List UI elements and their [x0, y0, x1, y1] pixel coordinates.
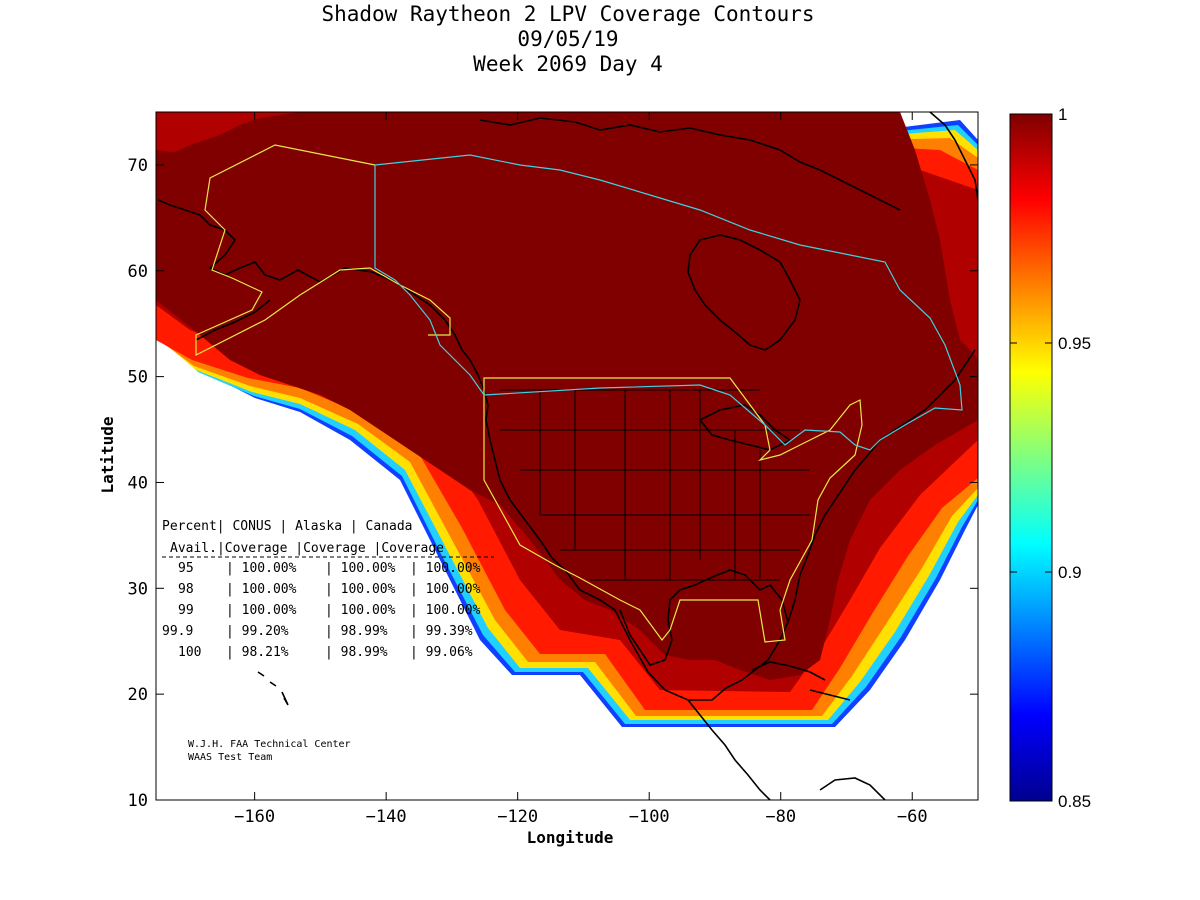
colorbar-gradient: [1010, 114, 1052, 801]
colorbar-tick-label: 1: [1058, 105, 1067, 124]
x-tick-label: −100: [629, 807, 670, 827]
table-cell: | 100.00%: [325, 582, 396, 597]
credit-line-1: W.J.H. FAA Technical Center: [188, 739, 351, 750]
state-borders: [500, 389, 810, 581]
x-tick-label: −160: [234, 807, 275, 827]
conus-boundary: [483, 377, 863, 643]
credits: W.J.H. FAA Technical Center WAAS Test Te…: [188, 739, 351, 763]
canada-boundary: [374, 154, 963, 451]
table-header-2: Avail.|Coverage |Coverage |Coverage: [170, 541, 444, 556]
coast-east: [787, 349, 976, 623]
y-tick-label: 10: [128, 791, 148, 811]
coast-great-lakes: [698, 404, 792, 451]
table-header-conus: CONUS: [232, 519, 271, 534]
table-header-avail: Avail.: [170, 541, 217, 556]
colorbar: 1 0.95 0.9 0.85: [1009, 105, 1091, 811]
table-cell: 98: [178, 582, 194, 597]
coast-caribbean: [751, 661, 886, 800]
state-border-lines: [500, 389, 810, 581]
coast-alaska-peninsula: [195, 299, 271, 341]
table-cell: | 99.06%: [410, 645, 473, 660]
credit-line-2: WAAS Test Team: [188, 752, 272, 763]
colorbar-tick-label: 0.9: [1058, 563, 1082, 582]
table-row: 100 | 98.21% | 98.99% | 99.06%: [178, 645, 473, 660]
x-axis-label: Longitude: [527, 828, 614, 847]
table-row: 98 | 100.00% | 100.00% | 100.00%: [178, 582, 481, 597]
colorbar-tick-label: 0.85: [1058, 792, 1091, 811]
y-tick-label: 60: [128, 262, 148, 282]
coverage-corner-alaska: [156, 112, 300, 152]
y-tick-label: 30: [128, 579, 148, 599]
table-cell: | 100.00%: [226, 603, 297, 618]
table-cell: | 100.00%: [410, 603, 481, 618]
title-line-3: Week 2069 Day 4: [473, 52, 663, 76]
coverage-table: Percent| CONUS | Alaska | Canada Avail.|…: [162, 519, 494, 660]
table-cell: 99: [178, 603, 194, 618]
table-cell: | 98.99%: [325, 624, 388, 639]
y-tick-label: 50: [128, 368, 148, 388]
table-cell: | 100.00%: [410, 561, 481, 576]
table-cell: 99.9: [162, 624, 193, 639]
colorbar-frame: [1009, 113, 1053, 802]
x-axis: −160 −140 −120 −100 −80 −60: [234, 112, 928, 827]
table-header-coverage-2: Coverage: [303, 541, 366, 556]
table-rows: 95 | 100.00% | 100.00% | 100.00% 98 | 100.00%…: [162, 561, 481, 660]
title-line-1: Shadow Raytheon 2 LPV Coverage Contours: [321, 2, 815, 26]
table-cell: 100: [178, 645, 201, 660]
coverage-core: [156, 112, 978, 680]
region-boundaries-cyan: [374, 154, 963, 451]
table-cell: | 100.00%: [226, 561, 297, 576]
table-cell: | 99.20%: [226, 624, 289, 639]
x-tick-label: −80: [765, 807, 796, 827]
coast-greenland: [929, 112, 978, 201]
x-tick-label: −120: [497, 807, 538, 827]
y-tick-label: 20: [128, 685, 148, 705]
table-row: 95 | 100.00% | 100.00% | 100.00%: [178, 561, 481, 576]
coast-hawaii: [257, 671, 289, 706]
y-axis-label: Latitude: [98, 416, 117, 493]
plot-frame: [155, 111, 979, 801]
table-cell: | 100.00%: [325, 603, 396, 618]
coast-central-america: [687, 699, 771, 800]
table-header-alaska: Alaska: [295, 519, 342, 534]
table-header-percent: Percent: [162, 519, 217, 534]
table-row: 99 | 100.00% | 100.00% | 100.00%: [178, 603, 481, 618]
table-cell: | 100.00%: [410, 582, 481, 597]
x-tick-label: −140: [366, 807, 407, 827]
colorbar-tick-label: 0.95: [1058, 334, 1091, 353]
table-cell: | 99.39%: [410, 624, 473, 639]
x-tick-label: −60: [897, 807, 928, 827]
table-cell: | 98.99%: [325, 645, 388, 660]
coast-hudson-bay: [687, 234, 801, 351]
y-axis: 10 20 30 40 50 60 70: [128, 156, 978, 811]
table-cell: | 100.00%: [226, 582, 297, 597]
table-cell: | 100.00%: [325, 561, 396, 576]
map-area: [156, 112, 978, 800]
title-line-2: 09/05/19: [517, 27, 619, 51]
coverage-contours: [156, 112, 978, 727]
table-header-coverage-1: Coverage: [225, 541, 288, 556]
y-tick-label: 70: [128, 156, 148, 176]
table-header-canada: Canada: [366, 519, 413, 534]
coast-north-america: [157, 199, 789, 701]
table-header-coverage-3: Coverage: [381, 541, 444, 556]
table-cell: 95: [178, 561, 194, 576]
y-tick-label: 40: [128, 473, 148, 493]
table-cell: | 98.21%: [226, 645, 289, 660]
region-boundaries-yellow: [195, 144, 863, 643]
alaska-boundary: [195, 144, 451, 356]
coastlines: [157, 112, 978, 800]
table-row: 99.9 | 99.20% | 98.99% | 99.39%: [162, 624, 473, 639]
table-header-1: Percent| CONUS | Alaska | Canada: [162, 519, 413, 534]
colorbar-ticks: 1 0.95 0.9 0.85: [1010, 105, 1091, 811]
coast-arctic-islands: [479, 117, 901, 211]
